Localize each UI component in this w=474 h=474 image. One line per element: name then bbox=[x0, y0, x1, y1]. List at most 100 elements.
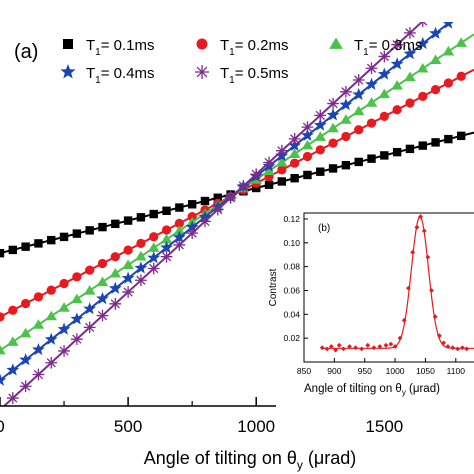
data-point-s1-8 bbox=[98, 222, 107, 232]
legend-label-value: = 0.5ms bbox=[235, 65, 289, 82]
legend-label-text: T bbox=[86, 65, 95, 82]
data-point-s5-10 bbox=[122, 286, 134, 298]
legend-label-4: T1= 0.4ms bbox=[86, 65, 155, 86]
data-point-s3-34 bbox=[429, 54, 442, 65]
data-point-s5-32 bbox=[404, 27, 416, 39]
inset-data-point-1 bbox=[324, 346, 330, 352]
data-point-s2-34 bbox=[430, 85, 441, 95]
data-point-s4-3 bbox=[32, 342, 45, 356]
inset-data-point-5 bbox=[341, 346, 346, 352]
inset-data-point-8 bbox=[359, 346, 365, 352]
legend-label-text: T bbox=[220, 37, 229, 54]
data-point-s4-4 bbox=[44, 332, 58, 345]
data-point-s1-23 bbox=[290, 174, 299, 183]
data-point-s3-3 bbox=[32, 319, 45, 329]
inset-x-tick-label: 1000 bbox=[386, 366, 405, 376]
legend-marker-1 bbox=[63, 39, 73, 49]
data-point-s1-21 bbox=[264, 180, 274, 189]
data-point-s4-14 bbox=[172, 230, 186, 243]
data-point-s1-36 bbox=[456, 131, 466, 141]
data-point-s5-34 bbox=[430, 3, 442, 15]
legend-marker-3 bbox=[329, 37, 343, 49]
data-point-s1-31 bbox=[392, 147, 402, 157]
data-point-s1-15 bbox=[187, 200, 197, 209]
data-point-s5-6 bbox=[70, 333, 83, 346]
data-point-s1-34 bbox=[431, 138, 440, 147]
x-tick-label-0: 0 bbox=[0, 417, 5, 436]
legend-label-subscript: 1 bbox=[229, 75, 235, 86]
data-point-s3-23 bbox=[288, 148, 301, 158]
x-axis-label-text: Angle of tilting on θ bbox=[144, 448, 297, 468]
inset-data-point-10 bbox=[371, 345, 377, 351]
data-point-s5-35 bbox=[442, 0, 454, 3]
data-point-s2-23 bbox=[290, 158, 300, 168]
inset-y-tick-label: 0.08 bbox=[283, 262, 300, 272]
inset-data-point-19 bbox=[414, 224, 420, 230]
inset-data-point-29 bbox=[455, 346, 461, 352]
data-point-s4-7 bbox=[83, 302, 97, 315]
data-point-s4-13 bbox=[160, 240, 173, 254]
legend-label-subscript: 1 bbox=[229, 47, 235, 58]
legend-label-value: = 0.3ms bbox=[369, 37, 423, 54]
data-point-s2-1 bbox=[8, 305, 18, 315]
inset-data-point-9 bbox=[365, 342, 371, 348]
data-point-s2-3 bbox=[33, 292, 44, 302]
data-point-s5-29 bbox=[365, 62, 378, 75]
x-axis-label: Angle of tilting on θy (μrad) bbox=[144, 448, 357, 472]
inset-x-axis-label: Angle of tilting on θy (μrad) bbox=[304, 383, 440, 397]
data-point-s3-5 bbox=[58, 302, 70, 312]
data-point-s5-28 bbox=[352, 74, 365, 86]
data-point-s5-24 bbox=[301, 121, 314, 134]
legend-label-subscript: 1 bbox=[363, 47, 369, 58]
inset-data-point-24 bbox=[432, 314, 438, 320]
data-point-s5-23 bbox=[288, 133, 301, 145]
data-point-s5-30 bbox=[378, 50, 391, 63]
data-point-s2-35 bbox=[443, 78, 453, 88]
data-point-s4-2 bbox=[19, 353, 33, 366]
data-point-s2-15 bbox=[187, 212, 197, 222]
data-point-s3-4 bbox=[45, 310, 57, 321]
data-point-s1-1 bbox=[8, 245, 18, 255]
inset-x-tick-label: 1100 bbox=[447, 366, 466, 376]
data-point-s3-2 bbox=[19, 327, 32, 338]
data-point-s3-35 bbox=[442, 45, 455, 56]
data-point-s5-8 bbox=[96, 309, 109, 322]
legend-marker-4 bbox=[60, 64, 76, 79]
data-point-s5-7 bbox=[83, 321, 96, 334]
data-point-s4-34 bbox=[429, 26, 442, 39]
data-point-s2-36 bbox=[456, 71, 466, 81]
data-point-s2-29 bbox=[366, 118, 377, 128]
inset-data-point-15 bbox=[397, 335, 403, 341]
data-point-s5-33 bbox=[418, 22, 428, 27]
data-point-s5-20 bbox=[250, 168, 263, 181]
inset-data-point-16 bbox=[401, 317, 407, 323]
inset-y-tick-label: 0.02 bbox=[283, 333, 300, 343]
data-point-s2-2 bbox=[21, 298, 31, 309]
data-point-s3-13 bbox=[160, 233, 173, 244]
data-point-s3-31 bbox=[391, 80, 403, 90]
data-point-s1-33 bbox=[418, 141, 427, 150]
legend-marker-5 bbox=[195, 65, 209, 79]
inset-y-tick-label: 0.04 bbox=[283, 309, 300, 319]
data-point-s2-10 bbox=[123, 245, 133, 255]
inset-y-tick-label: 0.06 bbox=[283, 285, 300, 295]
inset-data-point-3 bbox=[333, 347, 338, 353]
legend-label-value: = 0.4ms bbox=[101, 65, 155, 82]
data-point-s3-25 bbox=[314, 131, 327, 141]
data-point-s2-8 bbox=[97, 258, 108, 269]
data-point-s2-0 bbox=[0, 312, 5, 322]
inset-y-axis-label: Contrast bbox=[268, 268, 279, 306]
data-point-s1-24 bbox=[303, 170, 312, 180]
inset-x-tick-label: 850 bbox=[297, 366, 311, 376]
inset-data-point-18 bbox=[410, 249, 416, 255]
data-point-s3-0 bbox=[0, 344, 6, 355]
data-point-s5-16 bbox=[199, 215, 211, 228]
data-point-s4-9 bbox=[108, 281, 122, 294]
data-point-s2-30 bbox=[379, 111, 389, 122]
data-point-s5-4 bbox=[45, 356, 58, 369]
data-point-s1-22 bbox=[277, 177, 287, 186]
x-tick-label-1500: 1500 bbox=[365, 417, 403, 436]
data-point-s5-31 bbox=[391, 38, 404, 51]
data-point-s1-11 bbox=[136, 213, 146, 222]
data-point-s3-1 bbox=[7, 336, 19, 346]
